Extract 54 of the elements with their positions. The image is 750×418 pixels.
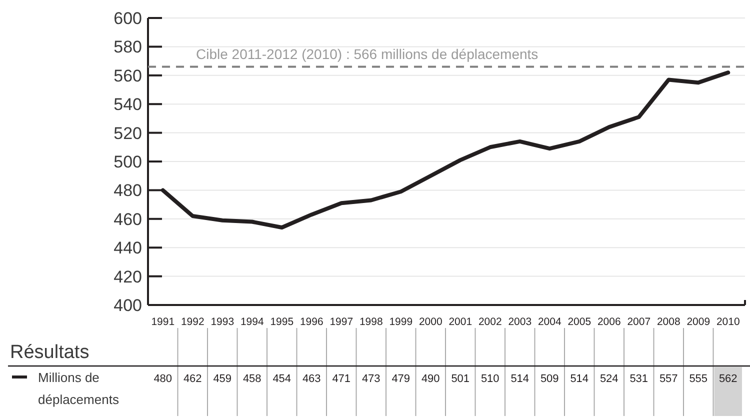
- y-tick-label: 500: [114, 152, 142, 172]
- data-label: 462: [183, 372, 202, 385]
- y-tick-label: 600: [114, 8, 142, 28]
- x-tick-label: 2002: [478, 316, 502, 328]
- data-label: 514: [510, 372, 530, 385]
- data-label: 471: [332, 372, 351, 385]
- data-label: 479: [392, 372, 410, 385]
- data-label: 459: [213, 372, 232, 385]
- x-tick-label: 1992: [180, 316, 204, 328]
- x-tick-label: 1994: [240, 316, 264, 328]
- y-tick-label: 480: [114, 181, 142, 200]
- y-tick-label: 540: [114, 95, 142, 114]
- x-tick-label: 1995: [270, 316, 294, 328]
- x-tick-label: 2010: [716, 316, 740, 328]
- y-tick-label: 580: [114, 38, 142, 57]
- data-label: 490: [421, 372, 440, 385]
- data-label: 514: [570, 372, 589, 385]
- legend-title: Résultats: [10, 342, 90, 363]
- y-tick-label: 420: [114, 267, 142, 286]
- y-tick-label: 400: [114, 296, 142, 315]
- data-label: 524: [600, 372, 618, 385]
- x-tick-label: 2001: [448, 316, 472, 328]
- y-tick-label: 440: [114, 238, 142, 258]
- x-tick-label: 1993: [210, 316, 234, 328]
- data-label: 473: [362, 372, 380, 385]
- data-label: 510: [480, 372, 500, 385]
- x-tick-label: 2005: [568, 316, 592, 328]
- x-tick-label: 1998: [359, 316, 383, 328]
- x-tick-label: 2003: [508, 316, 532, 328]
- ref-line-label: Cible 2011-2012 (2010) : 566 millions de déplacements: [196, 46, 538, 62]
- x-tick-label: 2000: [418, 316, 442, 328]
- x-tick-label: 1997: [330, 316, 354, 328]
- legend-label: Millions de déplacements: [38, 370, 120, 407]
- data-label: 555: [689, 372, 708, 385]
- x-tick-label: 1999: [389, 316, 413, 328]
- data-label: 458: [242, 372, 262, 385]
- x-tick-label: 2008: [656, 316, 680, 328]
- x-tick-label: 2006: [597, 316, 621, 328]
- data-label: 531: [630, 372, 648, 385]
- data-label: 557: [659, 372, 678, 385]
- data-label: 463: [302, 372, 321, 385]
- y-tick-label: 460: [114, 210, 142, 229]
- y-tick-label: 560: [114, 66, 142, 86]
- x-tick-label: 1996: [300, 316, 324, 328]
- x-tick-label: 2004: [538, 316, 562, 328]
- data-label: 562: [718, 372, 738, 385]
- data-label: 509: [540, 372, 559, 385]
- data-label: 454: [272, 372, 292, 385]
- y-tick-label: 520: [114, 124, 142, 143]
- data-label: 480: [154, 372, 172, 385]
- data-label: 501: [451, 372, 470, 385]
- x-tick-label: 2009: [686, 316, 710, 328]
- x-tick-label: 1991: [151, 316, 175, 328]
- x-tick-label: 2007: [627, 316, 651, 328]
